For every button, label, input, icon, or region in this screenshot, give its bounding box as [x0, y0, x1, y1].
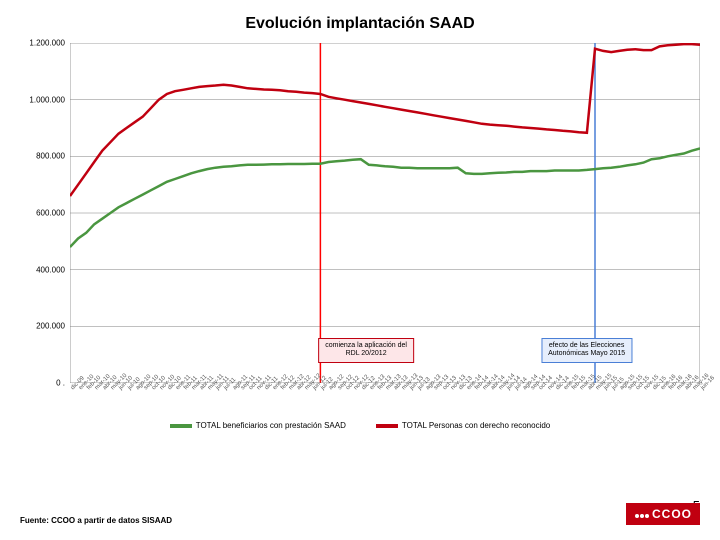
y-axis-labels: 200.000400.000600.000800.0001.000.0001.2…	[15, 43, 65, 413]
chart-annotation: efecto de las EleccionesAutonómicas Mayo…	[541, 338, 632, 363]
legend-label: TOTAL beneficiarios con prestación SAAD	[196, 421, 346, 430]
legend-item: TOTAL beneficiarios con prestación SAAD	[170, 421, 346, 430]
y-tick-label: 600.000	[36, 209, 65, 218]
chart-container: 200.000400.000600.000800.0001.000.0001.2…	[20, 43, 700, 413]
chart-plot: comienza la aplicación delRDL 20/2012 efe…	[70, 43, 700, 383]
series-personas_derecho	[70, 44, 700, 196]
legend-item: TOTAL Personas con derecho reconocido	[376, 421, 550, 430]
y-tick-label: 800.000	[36, 152, 65, 161]
series-beneficiarios	[70, 148, 700, 247]
chart-svg	[70, 43, 700, 383]
y-tick-label: 0 .	[56, 379, 65, 388]
y-tick-label: 200.000	[36, 322, 65, 331]
footer: 5 Fuente: CCOO a partir de datos SISAAD …	[20, 516, 700, 525]
source-text: Fuente: CCOO a partir de datos SISAAD	[20, 516, 700, 525]
chart-legend: TOTAL beneficiarios con prestación SAAD T…	[20, 421, 700, 430]
chart-annotation: comienza la aplicación delRDL 20/2012	[318, 338, 414, 363]
x-axis-labels: dic-09ene-10feb-10mar-10abr-10may-10jun-…	[70, 385, 700, 413]
y-tick-label: 1.200.000	[29, 39, 65, 48]
chart-title: Evolución implantación SAAD	[20, 15, 700, 33]
legend-swatch	[170, 424, 192, 428]
legend-swatch	[376, 424, 398, 428]
ccoo-logo: CCOO	[626, 503, 700, 525]
y-tick-label: 400.000	[36, 265, 65, 274]
y-tick-label: 1.000.000	[29, 95, 65, 104]
logo-text: CCOO	[652, 507, 692, 521]
legend-label: TOTAL Personas con derecho reconocido	[402, 421, 550, 430]
